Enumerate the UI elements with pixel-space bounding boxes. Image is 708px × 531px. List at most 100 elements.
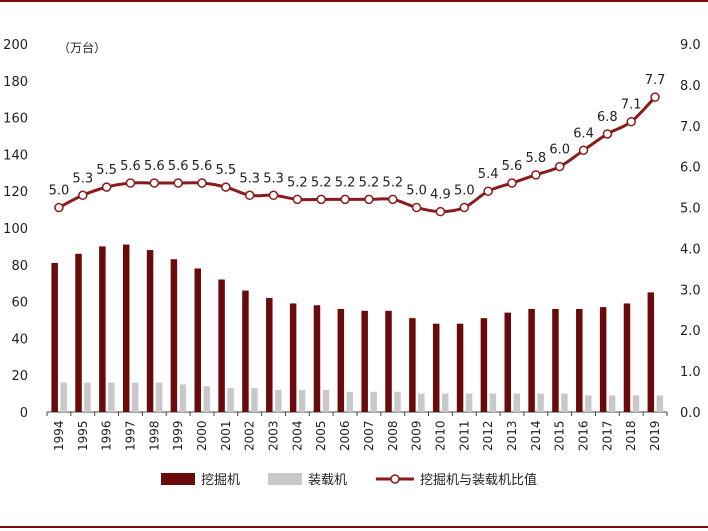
- ratio-data-label: 5.2: [287, 175, 308, 190]
- y-right-tick-label: 4.0: [680, 242, 701, 257]
- ratio-data-label: 5.0: [454, 184, 475, 199]
- y-left-tick-label: 200: [3, 38, 28, 53]
- bar-loader: [251, 388, 258, 412]
- ratio-point: [626, 116, 636, 127]
- bar-loader: [108, 382, 115, 412]
- y-right-tick-label: 5.0: [680, 202, 701, 217]
- bar-excavator: [432, 323, 440, 412]
- ratio-point: [316, 194, 326, 205]
- ratio-data-label: 6.4: [573, 126, 594, 141]
- bar-loader: [275, 389, 282, 412]
- x-tick-label: 2015: [553, 420, 567, 451]
- bar-loader: [441, 393, 449, 412]
- bar-excavator: [122, 244, 130, 412]
- x-tick-label: 2010: [433, 420, 447, 451]
- x-tick-label: 2002: [243, 420, 257, 451]
- ratio-point: [578, 145, 589, 156]
- ratio-point: [221, 182, 231, 192]
- ratio-point: [554, 161, 565, 172]
- legend-label-excavator: 挖掘机: [201, 473, 240, 488]
- bar-excavator: [456, 323, 464, 412]
- ratio-data-label: 5.2: [359, 175, 380, 190]
- bar-excavator: [170, 259, 178, 412]
- x-tick-label: 1999: [171, 420, 185, 451]
- x-tick-label: 2004: [290, 420, 304, 451]
- ratio-data-label: 5.6: [192, 159, 213, 174]
- bar-loader: [322, 389, 330, 412]
- ratio-data-label: 7.1: [621, 98, 642, 113]
- ratio-data-label: 5.6: [120, 159, 141, 174]
- x-tick-label: 1995: [76, 420, 90, 451]
- bar-loader: [632, 395, 640, 412]
- x-tick-label: 2007: [362, 420, 376, 451]
- ratio-point: [411, 202, 422, 213]
- bar-excavator: [99, 246, 106, 412]
- bar-excavator: [313, 305, 321, 412]
- y-right-tick-label: 1.0: [680, 365, 701, 380]
- y-left-tick-label: 160: [3, 112, 28, 127]
- bar-excavator: [504, 312, 511, 412]
- legend: 挖掘机 装载机 挖掘机与装载机比值: [161, 472, 537, 488]
- bar-loader: [298, 389, 306, 412]
- x-tick-label: 2018: [624, 420, 638, 451]
- y-left-tick-label: 0: [20, 406, 28, 421]
- bar-loader: [203, 386, 210, 412]
- bar-loader: [346, 391, 354, 412]
- y-left-tick-label: 140: [3, 148, 28, 163]
- bar-excavator: [289, 303, 297, 412]
- y-left-tick-label: 40: [11, 332, 28, 347]
- bars: [51, 244, 664, 412]
- legend-swatch-ratio-marker: [390, 474, 400, 484]
- ratio-data-label: 5.6: [168, 159, 189, 174]
- y-right-tick-label: 7.0: [680, 120, 701, 135]
- ratio-data-label: 5.2: [335, 175, 356, 190]
- ratio-line: [54, 92, 660, 217]
- unit-label: （万台）: [58, 40, 106, 55]
- x-tick-label: 1996: [100, 420, 114, 451]
- ratio-data-label: 5.3: [239, 171, 260, 186]
- bar-excavator: [528, 308, 535, 412]
- ratio-point: [483, 186, 493, 196]
- bar-excavator: [51, 262, 58, 412]
- y-right-tick-label: 2.0: [680, 324, 701, 339]
- ratio-point: [459, 202, 470, 213]
- ratio-data-label: 5.2: [382, 175, 403, 190]
- x-tick-label: 2000: [195, 420, 209, 451]
- bar-loader: [489, 393, 497, 412]
- bar-loader: [227, 388, 234, 412]
- ratio-data-label: 5.6: [144, 159, 165, 174]
- x-tick-label: 2001: [219, 420, 233, 451]
- ratio-data-label: 5.3: [72, 171, 93, 186]
- bottom-rule: [0, 526, 708, 528]
- y-left-tick-label: 20: [11, 369, 28, 384]
- ratio-data-label: 4.9: [430, 188, 451, 203]
- ratio-point: [125, 178, 136, 188]
- bar-loader: [656, 395, 664, 412]
- x-tick-label: 2014: [529, 420, 543, 451]
- ratio-point: [340, 194, 350, 205]
- bar-excavator: [480, 318, 488, 412]
- y-left-tick-label: 180: [3, 75, 28, 90]
- ratio-point: [197, 178, 207, 188]
- bar-excavator: [337, 308, 345, 412]
- ratio-point: [388, 194, 398, 205]
- x-tick-label: 1998: [147, 420, 161, 451]
- ratio-data-label: 7.7: [645, 73, 666, 88]
- ratio-point: [435, 206, 446, 217]
- bar-excavator: [218, 279, 225, 412]
- bar-loader: [418, 393, 425, 412]
- ratio-point: [268, 190, 279, 201]
- ratio-point: [149, 178, 160, 188]
- bar-excavator: [75, 253, 82, 412]
- y-right-tick-label: 6.0: [680, 161, 701, 176]
- y-right-tick-label: 3.0: [680, 283, 701, 298]
- ratio-point: [244, 190, 255, 201]
- bar-excavator: [552, 308, 559, 412]
- bar-excavator: [361, 310, 368, 412]
- bar-excavator: [409, 318, 416, 412]
- ratio-point: [78, 190, 88, 201]
- bar-loader: [513, 393, 520, 412]
- bar-excavator: [623, 303, 631, 412]
- ratio-data-label: 5.5: [96, 163, 117, 178]
